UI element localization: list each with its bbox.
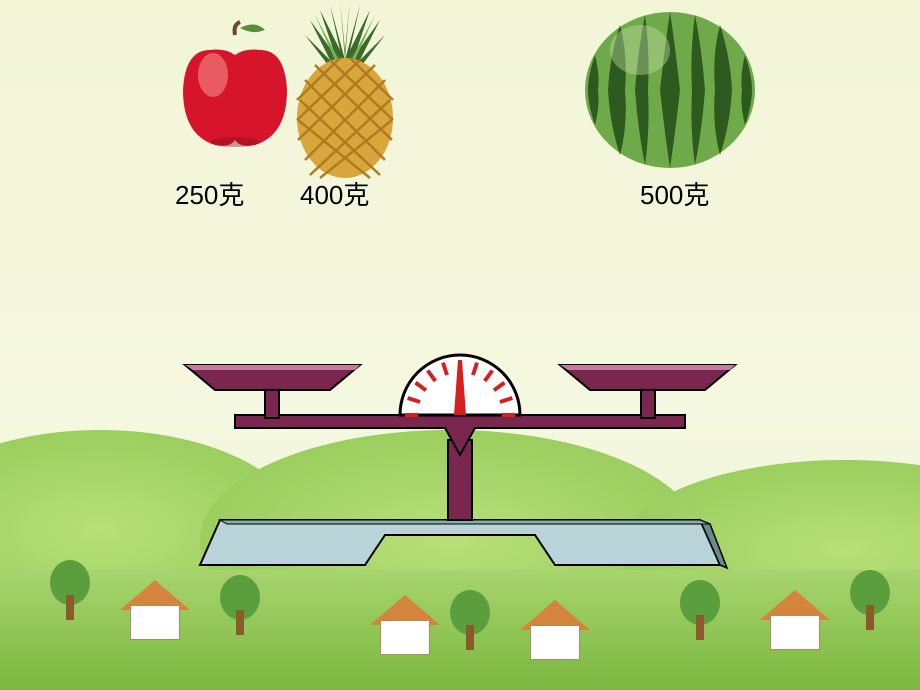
house [120, 580, 190, 640]
watermelon-label: 500克 [640, 175, 709, 212]
apple-label: 250克 [175, 175, 244, 212]
house [760, 590, 830, 650]
tree [850, 570, 890, 630]
house [370, 595, 440, 655]
tree [220, 575, 260, 635]
tree [450, 590, 490, 650]
balance-scale [165, 310, 755, 570]
house [520, 600, 590, 660]
pineapple-fruit [280, 0, 410, 180]
tree [50, 560, 90, 620]
apple-fruit [175, 20, 295, 150]
tree [680, 580, 720, 640]
watermelon-fruit [580, 5, 760, 170]
pineapple-label: 400克 [300, 175, 369, 212]
